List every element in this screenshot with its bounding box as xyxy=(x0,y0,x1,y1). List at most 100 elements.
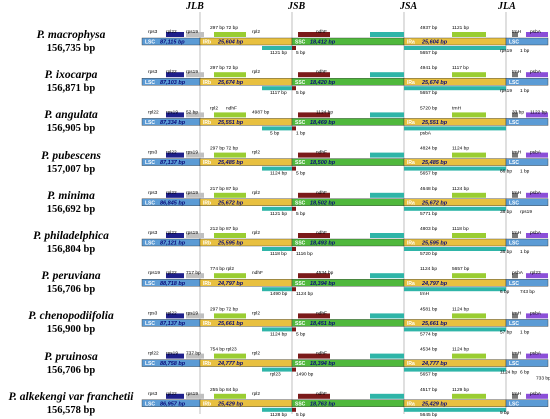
annotation-label: 1 bp xyxy=(520,88,530,94)
region-length-ira: 24,797 bp xyxy=(421,281,448,287)
region-length-ira: 24,777 bp xyxy=(421,361,448,367)
annotation-label: trnH xyxy=(512,391,522,397)
annotation-label: 4534 bp xyxy=(420,347,438,353)
annotation-label: rpl23 xyxy=(530,270,541,276)
annotation-label: rps3 xyxy=(148,391,158,397)
gene-rpl2 xyxy=(452,313,486,319)
gene-ycf1 xyxy=(370,72,404,78)
species-name: P. pruinosa xyxy=(44,350,98,363)
gene-rpl22 xyxy=(166,273,184,279)
annotation-label: rpl2 xyxy=(252,69,260,75)
gene-psbA xyxy=(526,353,548,359)
annotation-label: 87 bp xyxy=(226,226,238,232)
species-label: P. pubescens 157,007 bp xyxy=(0,150,142,175)
region-ssc xyxy=(291,118,405,126)
region-length-ira: 25,595 bp xyxy=(421,241,448,247)
annotation-label: psbA xyxy=(530,310,542,316)
gene-rps19 xyxy=(186,72,204,78)
gene-ycf1 xyxy=(370,32,404,37)
annotation-label: rps3 xyxy=(148,190,158,196)
annotation-label: ndhF xyxy=(316,190,327,196)
region-ssc xyxy=(291,198,405,207)
gene-rpl22 xyxy=(166,313,184,319)
region-length-lsc: 87,103 bp xyxy=(160,80,186,86)
species-label: P. minima 156,692 bp xyxy=(0,190,142,215)
gene-rpl2 xyxy=(214,152,246,158)
annotation-label: rps3 xyxy=(148,69,158,75)
gene-trnH xyxy=(512,233,518,238)
species-label: P. ixocarpa 156,871 bp xyxy=(0,69,142,94)
junction-label-jsb: JSB xyxy=(288,1,306,12)
annotation-label: 255 bp xyxy=(210,387,225,393)
annotation-label: 1 bp xyxy=(520,329,530,335)
annotation-label: 4581 bp xyxy=(420,306,438,312)
gene-trnH xyxy=(512,273,518,279)
annotation-label: 1 bp xyxy=(296,130,306,136)
annotation-label: rpl22 xyxy=(166,69,177,75)
region-length-ssc: 18,469 bp xyxy=(310,120,336,126)
region-label-lsc: LSC xyxy=(145,200,155,206)
annotation-label: trnH xyxy=(512,310,522,316)
annotation-label: rps19 xyxy=(500,88,512,94)
gene-ndhF-lower xyxy=(292,86,296,91)
region-label-lsc: LSC xyxy=(145,80,155,86)
region-label-lsc: LSC xyxy=(509,321,519,327)
region-label-ira: IRa xyxy=(407,321,415,327)
species-label: P. chenopodiifolia 156,900 bp xyxy=(0,310,142,335)
region-length-lsc: 87,334 bp xyxy=(160,120,186,126)
annotation-label: rps19 xyxy=(186,150,198,156)
annotation-label: rps19 xyxy=(500,48,512,54)
region-length-lsc: 88,718 bp xyxy=(160,281,186,287)
annotation-label: 5 bp xyxy=(296,90,306,96)
genome-length: 156,900 bp xyxy=(46,324,96,336)
annotation-label: 297 bp xyxy=(210,146,225,152)
region-length-ssc: 18,394 bp xyxy=(310,281,336,287)
species-name: P. macrophysa xyxy=(36,29,106,41)
region-label-irb: IRb xyxy=(203,40,211,46)
gene-psbA xyxy=(526,32,548,37)
gene-rpl2 xyxy=(214,393,246,399)
region-length-lsc: 88,758 bp xyxy=(160,361,186,367)
gene-rpl2 xyxy=(452,112,486,118)
species-label: P. angulata 156,905 bp xyxy=(0,109,142,134)
gene-ndhF xyxy=(298,192,330,198)
gene-ycf1-lower xyxy=(262,327,292,332)
annotation-label: rps19 xyxy=(186,69,198,75)
annotation-label: 1124 bp xyxy=(452,347,469,353)
annotation-label: 87 bp xyxy=(226,186,238,192)
annotation-label: 297 bp xyxy=(210,25,225,31)
region-ira xyxy=(403,118,507,126)
gene-rpl2 xyxy=(214,313,246,319)
annotation-label: ndhF xyxy=(316,351,327,357)
annotation-label: 774 bp xyxy=(210,266,225,272)
gene-ycf1-lower xyxy=(404,46,506,50)
region-length-ssc: 18,500 bp xyxy=(310,160,336,166)
annotation-label: psbA xyxy=(530,190,542,196)
annotation-label: rpl2 xyxy=(210,105,218,111)
annotation-label: trnH xyxy=(512,69,522,75)
gene-ycf1 xyxy=(370,112,404,118)
gene-ycf1-lower xyxy=(262,126,292,131)
region-length-irb: 24,797 bp xyxy=(217,281,244,287)
annotation-label: 1 bp xyxy=(520,48,530,54)
annotation-label: rps19 xyxy=(186,310,198,316)
annotation-label: rpl22 xyxy=(166,310,177,316)
region-length-ssc: 18,763 bp xyxy=(310,401,336,407)
annotation-label: rps19 xyxy=(186,391,198,397)
annotation-label: ndhF xyxy=(316,391,327,397)
annotation-label: psbA xyxy=(530,351,542,357)
region-label-irb: IRb xyxy=(203,281,211,287)
gene-rpl2 xyxy=(452,192,486,198)
gene-ycf1-lower xyxy=(262,166,292,171)
gene-ycf1 xyxy=(370,233,404,238)
gene-ndhF xyxy=(298,353,330,359)
annotation-label: psbA xyxy=(512,270,524,276)
gene-rps19 xyxy=(186,112,204,118)
region-irb xyxy=(199,158,293,166)
genome-length: 156,706 bp xyxy=(46,284,96,296)
region-length-lsc: 87,137 bp xyxy=(160,321,186,327)
gene-ndhF xyxy=(298,313,330,319)
region-label-ssc: SSC xyxy=(295,80,306,86)
annotation-label: ndhF xyxy=(252,270,263,276)
annotation-label: 5645 bp xyxy=(420,412,438,418)
